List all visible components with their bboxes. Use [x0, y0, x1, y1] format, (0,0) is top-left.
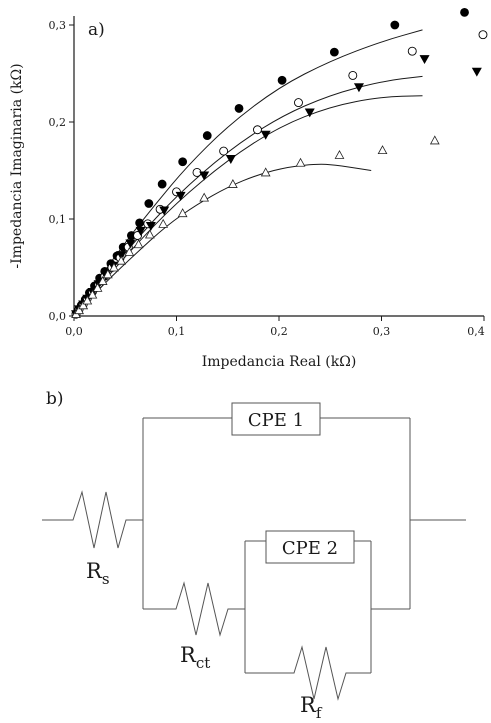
data-point-open-circle	[407, 46, 417, 56]
cpe1-label: CPE 1	[248, 410, 304, 431]
data-point-filled-triangle	[260, 130, 271, 140]
fit-curve-4	[73, 163, 372, 317]
data-point-filled-triangle	[199, 171, 210, 181]
y-axis-label: -Impedancia Imaginaria (kΩ)	[9, 63, 25, 268]
cpe2-box	[265, 530, 355, 564]
rs-label: Rs	[86, 559, 110, 588]
data-point-filled-triangle	[116, 251, 127, 261]
cpe1-box	[231, 402, 321, 436]
rct-main: R	[180, 643, 197, 667]
data-point-filled-triangle	[304, 108, 315, 118]
data-point-filled-circle	[144, 199, 154, 208]
data-point-open-triangle	[199, 192, 210, 202]
data-point-open-triangle	[144, 229, 155, 239]
resistor-rs	[66, 490, 143, 549]
data-point-filled-circle	[178, 157, 188, 167]
data-point-open-triangle	[92, 282, 103, 292]
x-tick-label: 0,0	[65, 325, 83, 338]
data-point-open-triangle	[116, 255, 127, 265]
data-point-open-triangle	[78, 300, 89, 310]
data-point-open-triangle	[109, 262, 119, 272]
data-point-open-triangle	[260, 167, 271, 177]
y-tick-label: 0,2	[49, 116, 67, 129]
plot-area	[71, 7, 488, 320]
data-point-open-triangle	[177, 208, 188, 218]
data-point-open-circle	[348, 70, 358, 80]
x-tick-label: 0,3	[373, 325, 391, 338]
data-point-filled-triangle	[135, 226, 146, 236]
rs-subscript: s	[102, 570, 110, 588]
x-tick-label: 0,4	[467, 325, 485, 338]
data-point-filled-triangle	[353, 83, 364, 93]
rs-main: R	[86, 559, 103, 583]
rct-subscript: ct	[196, 654, 210, 672]
resistor-rf	[288, 645, 371, 701]
y-tick-label: 0,3	[49, 19, 67, 32]
data-point-open-triangle	[295, 157, 306, 167]
data-point-open-triangle	[158, 218, 169, 228]
data-point-open-triangle	[82, 295, 93, 305]
data-point-filled-circle	[234, 104, 244, 113]
data-point-open-triangle	[97, 276, 108, 285]
data-point-open-circle	[294, 98, 303, 108]
fit-curve-2	[73, 75, 423, 317]
data-point-filled-triangle	[145, 221, 156, 231]
panel-b-label: b)	[46, 389, 64, 409]
data-point-open-circle	[253, 125, 262, 135]
data-point-filled-circle	[277, 75, 287, 85]
data-point-open-triangle	[334, 149, 345, 159]
data-point-open-triangle	[124, 246, 135, 256]
y-tick-label: 0,0	[49, 310, 67, 323]
data-point-filled-triangle	[175, 191, 186, 201]
cpe2-label: CPE 2	[282, 538, 338, 559]
rf-label: Rf	[300, 693, 323, 722]
data-point-open-triangle	[228, 179, 238, 188]
rf-subscript: f	[316, 704, 323, 722]
data-point-open-triangle	[74, 305, 84, 315]
data-point-open-triangle	[133, 239, 144, 249]
nyquist-chart: a) 0,0 0,1 0,2 0,3 0,4 0,0 0,1 0,2 0,3	[9, 7, 488, 370]
x-tick-label: 0,2	[270, 325, 288, 338]
data-point-open-triangle	[102, 269, 113, 279]
data-point-filled-triangle	[159, 206, 170, 216]
data-point-filled-circle	[329, 47, 339, 57]
fit-curve-1	[73, 29, 423, 317]
rf-main: R	[300, 693, 317, 717]
data-point-filled-circle	[390, 20, 400, 30]
data-point-open-triangle	[377, 145, 388, 155]
fit-curve-3	[73, 95, 423, 317]
data-point-open-circle	[478, 30, 488, 40]
data-point-filled-circle	[135, 218, 145, 228]
y-tick-label: 0,1	[49, 213, 67, 226]
data-point-filled-circle	[202, 131, 212, 140]
x-ticks: 0,0 0,1 0,2 0,3 0,4	[65, 316, 485, 338]
resistor-rct	[170, 581, 245, 637]
data-point-filled-circle	[157, 179, 167, 189]
x-tick-label: 0,1	[168, 325, 186, 338]
rct-label: Rct	[180, 643, 210, 672]
data-point-filled-triangle	[471, 67, 482, 77]
equivalent-circuit: b) CPE 1 CPE 2 Rs Rct Rf	[42, 389, 466, 722]
data-point-filled-triangle	[419, 55, 430, 65]
data-point-filled-circle	[460, 7, 469, 17]
data-point-open-triangle	[429, 135, 440, 145]
data-point-filled-triangle	[225, 155, 236, 164]
panel-a-label: a)	[88, 20, 105, 40]
data-point-open-triangle	[87, 289, 98, 299]
data-point-open-circle	[219, 146, 229, 156]
y-ticks: 0,0 0,1 0,2 0,3	[49, 19, 74, 323]
x-axis-label: Impedancia Real (kΩ)	[202, 354, 357, 370]
data-point-filled-triangle	[125, 239, 136, 249]
